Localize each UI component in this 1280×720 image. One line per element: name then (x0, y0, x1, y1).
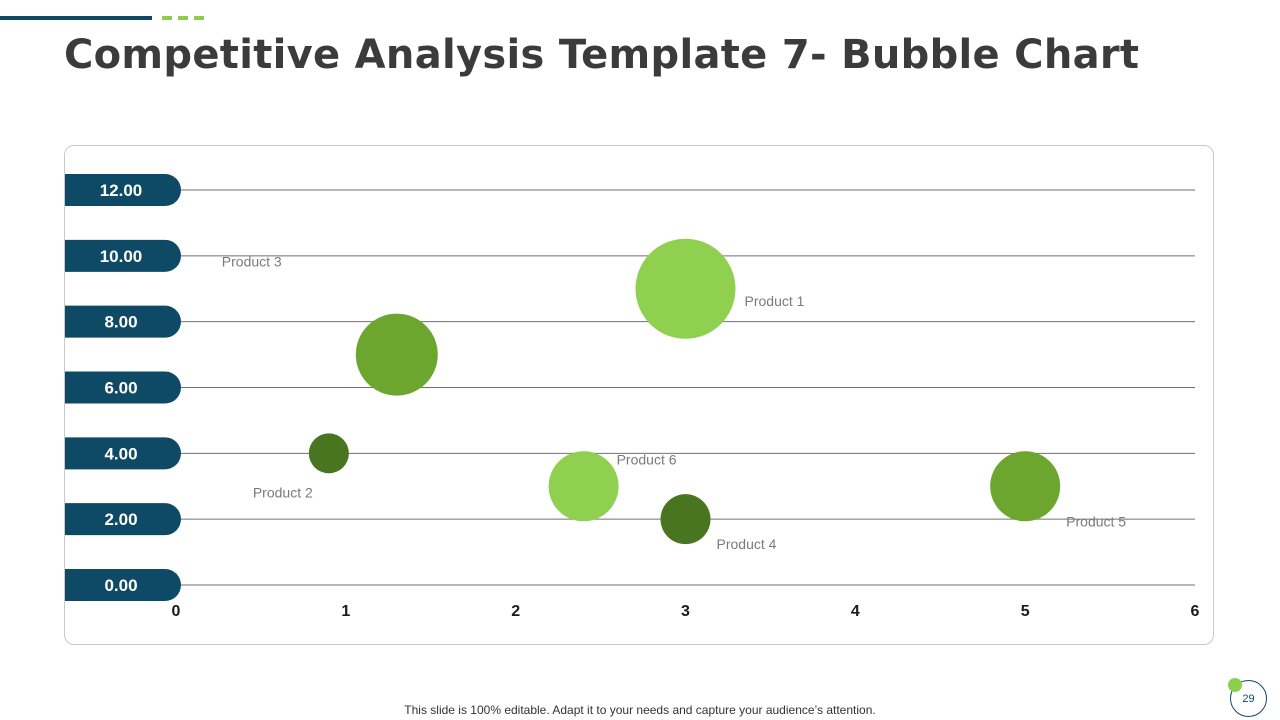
bubble-label: Product 3 (222, 254, 282, 270)
y-tick-label: 4.00 (104, 444, 137, 463)
title-accent-dash (194, 16, 204, 20)
footer-note: This slide is 100% editable. Adapt it to… (404, 703, 876, 717)
y-axis-pill (65, 503, 181, 536)
bubble-chart: 0.00 2.00 4.00 6.00 8.00 10.00 12.00 0 1 2 3 4 5 6 Pro… (65, 174, 1200, 620)
title-accent-dash (162, 16, 172, 20)
bubble (660, 494, 711, 545)
bubble-label: Product 2 (253, 484, 313, 500)
y-tick-label: 12.00 (100, 181, 143, 200)
bubble (990, 451, 1061, 522)
y-axis-pill (65, 371, 181, 404)
x-tick-label: 6 (1191, 603, 1200, 620)
y-tick-label: 8.00 (104, 313, 137, 332)
bubble-label: Product 4 (717, 536, 777, 552)
y-tick-label: 10.00 (100, 247, 143, 266)
bubble (355, 313, 438, 396)
bubble (308, 433, 349, 474)
x-tick-label: 2 (511, 603, 520, 620)
y-tick-label: 6.00 (104, 379, 137, 398)
y-axis-pill (65, 437, 181, 470)
x-tick-label: 5 (1021, 603, 1030, 620)
x-tick-label: 0 (172, 603, 181, 620)
x-tick-label: 3 (681, 603, 690, 620)
bubble-label: Product 6 (617, 451, 677, 467)
y-tick-label: 2.00 (104, 510, 137, 529)
x-tick-label: 1 (341, 603, 350, 620)
bubble-label: Product 5 (1066, 513, 1126, 529)
title-accent-dash (178, 16, 188, 20)
y-axis-pill (65, 569, 181, 601)
bubble (548, 451, 619, 522)
y-axis-pill (65, 174, 181, 206)
x-tick-label: 4 (851, 603, 860, 620)
page-dot (1228, 678, 1242, 692)
page-number-badge: 29 (1230, 680, 1267, 717)
bubble-label: Product 1 (745, 293, 805, 309)
bubble-chart-panel: 0.00 2.00 4.00 6.00 8.00 10.00 12.00 0 1 2 3 4 5 6 Pro… (64, 145, 1214, 645)
page-number: 29 (1242, 692, 1255, 705)
bubble (635, 238, 736, 339)
y-axis-pill (65, 239, 181, 272)
slide-title: Competitive Analysis Template 7- Bubble … (64, 32, 1140, 78)
y-axis-pill (65, 305, 181, 338)
title-accent-line (0, 16, 152, 20)
y-tick-label: 0.00 (104, 576, 137, 595)
